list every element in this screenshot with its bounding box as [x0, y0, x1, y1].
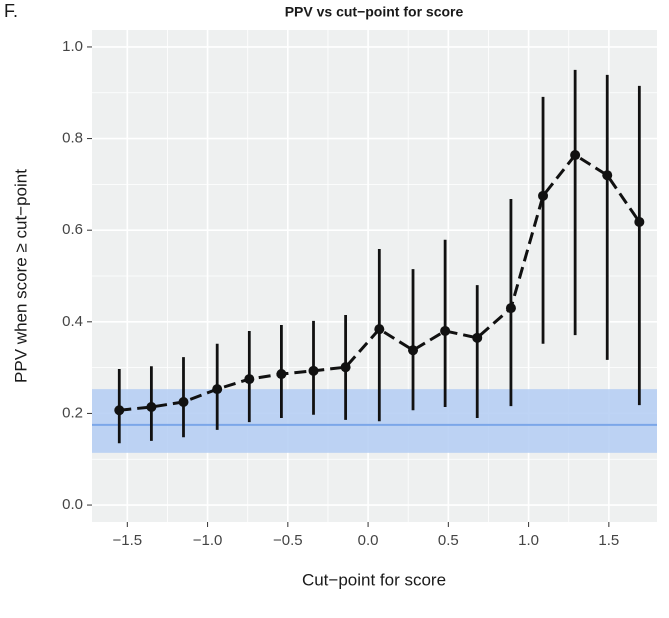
x-tick-label: 0.5 — [438, 532, 459, 549]
x-tick-label: −0.5 — [273, 532, 303, 549]
point — [472, 332, 483, 343]
reference-band — [92, 389, 657, 453]
point — [440, 325, 451, 336]
point — [538, 190, 549, 201]
x-tick-label: 0.0 — [358, 532, 379, 549]
point — [634, 216, 645, 227]
point — [212, 384, 223, 395]
y-axis-label: PPV when score ≥ cut−point — [11, 169, 30, 383]
x-tick-label: 1.0 — [518, 532, 539, 549]
point — [146, 402, 157, 413]
point — [505, 303, 516, 314]
point — [602, 170, 613, 181]
point — [114, 405, 125, 416]
plot-area: 0.0 0.2 0.4 0.6 0.8 1.0 −1.5 −1.0 −0.5 0.0 0.5 1.0 1… — [62, 30, 657, 549]
y-tick-label: 0.6 — [62, 221, 83, 238]
point — [374, 324, 385, 335]
point — [178, 396, 189, 407]
y-tick-label: 0.4 — [62, 313, 83, 330]
chart-title: PPV vs cut−point for score — [285, 4, 464, 20]
point — [276, 369, 287, 380]
x-tick-label: −1.5 — [113, 532, 143, 549]
y-tick-label: 0.2 — [62, 404, 83, 421]
x-axis-label: Cut−point for score — [302, 570, 446, 589]
y-tick-label: 0.8 — [62, 130, 83, 147]
point — [308, 365, 319, 376]
x-tick-label: 1.5 — [598, 532, 619, 549]
point — [340, 362, 351, 373]
point — [570, 150, 581, 161]
y-tick-label: 0.0 — [62, 496, 83, 513]
point — [244, 374, 255, 385]
panel-label: F. — [4, 1, 18, 21]
x-tick-label: −1.0 — [193, 532, 223, 549]
point — [408, 345, 419, 356]
y-tick-label: 1.0 — [62, 38, 83, 55]
